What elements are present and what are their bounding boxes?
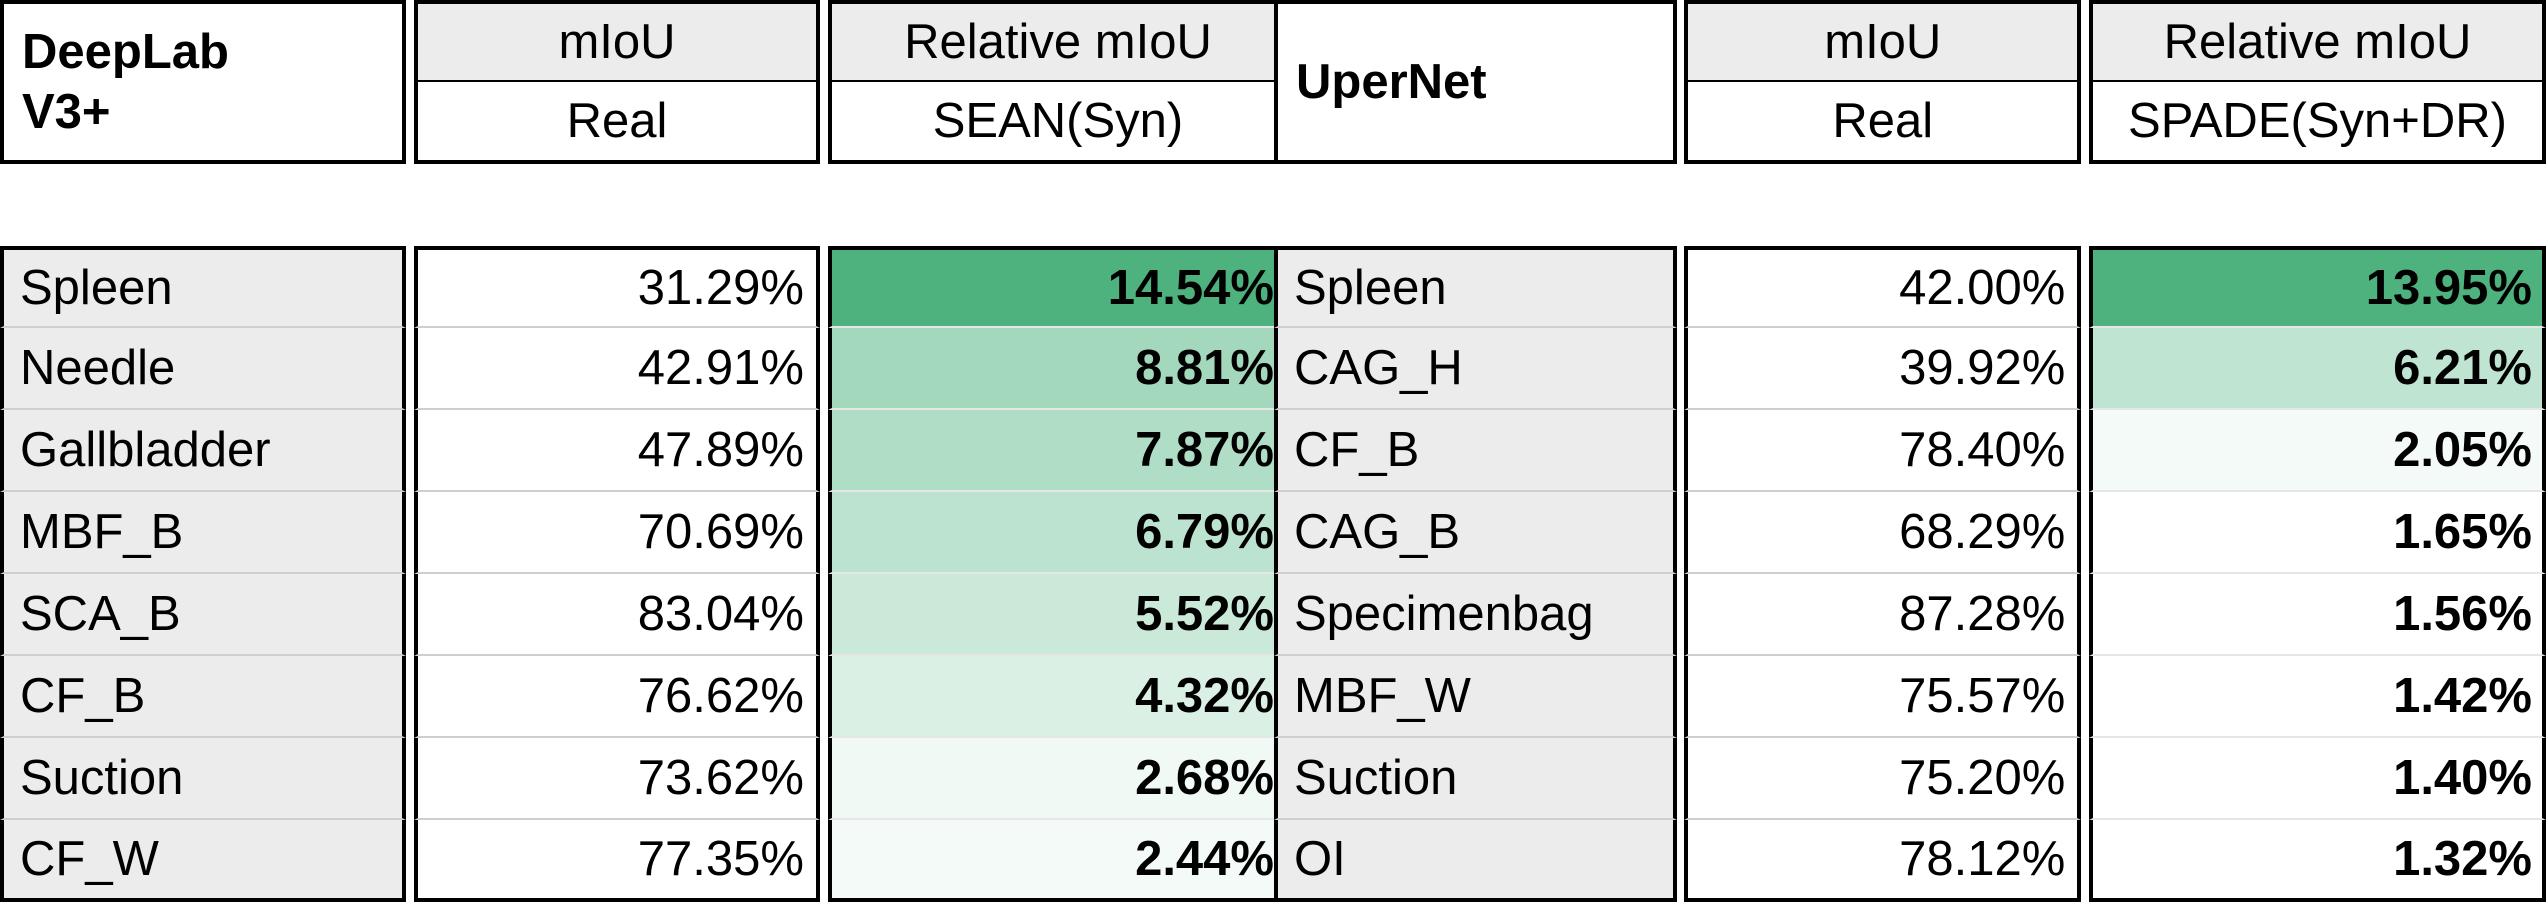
real-miou-cell: 83.04%	[414, 574, 820, 656]
table-row: CF_W 77.35% 2.44%	[0, 820, 1288, 902]
table-row: CAG_H 39.92% 6.21%	[1274, 328, 2546, 410]
relative-miou-cell: 13.95%	[2088, 246, 2546, 328]
title-line-2: V3+	[22, 85, 111, 139]
class-name-cell: Specimenbag	[1274, 574, 1677, 656]
header-row-top: UperNet mIoU Relative mIoU	[1274, 0, 2546, 164]
model-title-deeplab: DeepLab V3+	[0, 0, 406, 164]
table-row: Suction 73.62% 2.68%	[0, 738, 1288, 820]
header-row-top: DeepLab V3+ mIoU Relative mIoU	[0, 0, 1288, 164]
header-row-sub: Real SEAN(Syn)	[0, 82, 1288, 164]
class-name-cell: Spleen	[1274, 246, 1677, 328]
real-miou-cell: 68.29%	[1684, 492, 2082, 574]
class-name-cell: OI	[1274, 820, 1677, 902]
table-row: Spleen 42.00% 13.95%	[1274, 246, 2546, 328]
relative-miou-cell: 2.44%	[828, 820, 1288, 902]
class-name-cell: Suction	[0, 738, 406, 820]
real-miou-cell: 75.20%	[1684, 738, 2082, 820]
col-subheader-spade: SPADE(Syn+DR)	[2088, 82, 2546, 164]
relative-miou-cell: 5.52%	[828, 574, 1288, 656]
table-row: Specimenbag 87.28% 1.56%	[1274, 574, 2546, 656]
col-subheader-real: Real	[1684, 82, 2082, 164]
table-row: MBF_B 70.69% 6.79%	[0, 492, 1288, 574]
class-name-cell: SCA_B	[0, 574, 406, 656]
title-line-1: DeepLab	[22, 25, 229, 79]
class-name-cell: CF_B	[1274, 410, 1677, 492]
real-miou-cell: 42.00%	[1684, 246, 2082, 328]
col-subheader-real: Real	[414, 82, 820, 164]
real-miou-cell: 73.62%	[414, 738, 820, 820]
relative-miou-cell: 6.21%	[2088, 328, 2546, 410]
real-miou-cell: 42.91%	[414, 328, 820, 410]
relative-miou-cell: 1.40%	[2088, 738, 2546, 820]
deeplab-table: DeepLab V3+ mIoU Relative mIoU Real SEAN…	[0, 0, 1288, 902]
relative-miou-cell: 6.79%	[828, 492, 1288, 574]
real-miou-cell: 75.57%	[1684, 656, 2082, 738]
col-subheader-sean: SEAN(Syn)	[828, 82, 1288, 164]
table-row: CF_B 76.62% 4.32%	[0, 656, 1288, 738]
real-miou-cell: 87.28%	[1684, 574, 2082, 656]
table-row: OI 78.12% 1.32%	[1274, 820, 2546, 902]
class-name-cell: MBF_B	[0, 492, 406, 574]
class-name-cell: Suction	[1274, 738, 1677, 820]
class-name-cell: CF_B	[0, 656, 406, 738]
class-name-cell: Needle	[0, 328, 406, 410]
table-row: SCA_B 83.04% 5.52%	[0, 574, 1288, 656]
real-miou-cell: 47.89%	[414, 410, 820, 492]
table-row: Spleen 31.29% 14.54%	[0, 246, 1288, 328]
real-miou-cell: 70.69%	[414, 492, 820, 574]
class-name-cell: Gallbladder	[0, 410, 406, 492]
relative-miou-cell: 2.68%	[828, 738, 1288, 820]
col-header-relative-miou: Relative mIoU	[828, 0, 1288, 82]
table-row: MBF_W 75.57% 1.42%	[1274, 656, 2546, 738]
class-name-cell: CAG_B	[1274, 492, 1677, 574]
upernet-table: UperNet mIoU Relative mIoU Real SPADE(Sy…	[1274, 0, 2546, 902]
relative-miou-cell: 1.56%	[2088, 574, 2546, 656]
class-name-cell: MBF_W	[1274, 656, 1677, 738]
real-miou-cell: 76.62%	[414, 656, 820, 738]
relative-miou-cell: 7.87%	[828, 410, 1288, 492]
real-miou-cell: 31.29%	[414, 246, 820, 328]
table-row: Gallbladder 47.89% 7.87%	[0, 410, 1288, 492]
relative-miou-cell: 14.54%	[828, 246, 1288, 328]
relative-miou-cell: 4.32%	[828, 656, 1288, 738]
table-row: Suction 75.20% 1.40%	[1274, 738, 2546, 820]
class-name-cell: CF_W	[0, 820, 406, 902]
upernet-body: Spleen 42.00% 13.95% CAG_H 39.92% 6.21% CF_B 78…	[1274, 246, 2546, 902]
col-header-miou: mIoU	[414, 0, 820, 82]
col-header-miou: mIoU	[1684, 0, 2082, 82]
deeplab-body: Spleen 31.29% 14.54% Needle 42.91% 8.81% Gallb…	[0, 246, 1288, 902]
real-miou-cell: 77.35%	[414, 820, 820, 902]
table-row: Needle 42.91% 8.81%	[0, 328, 1288, 410]
real-miou-cell: 78.12%	[1684, 820, 2082, 902]
class-name-cell: CAG_H	[1274, 328, 1677, 410]
relative-miou-cell: 2.05%	[2088, 410, 2546, 492]
class-name-cell: Spleen	[0, 246, 406, 328]
table-row: CF_B 78.40% 2.05%	[1274, 410, 2546, 492]
col-header-relative-miou: Relative mIoU	[2088, 0, 2546, 82]
real-miou-cell: 78.40%	[1684, 410, 2082, 492]
header-row-sub: Real SPADE(Syn+DR)	[1274, 82, 2546, 164]
relative-miou-cell: 1.65%	[2088, 492, 2546, 574]
table-row: CAG_B 68.29% 1.65%	[1274, 492, 2546, 574]
real-miou-cell: 39.92%	[1684, 328, 2082, 410]
relative-miou-cell: 1.32%	[2088, 820, 2546, 902]
relative-miou-cell: 8.81%	[828, 328, 1288, 410]
model-title-upernet: UperNet	[1274, 0, 1677, 164]
relative-miou-cell: 1.42%	[2088, 656, 2546, 738]
